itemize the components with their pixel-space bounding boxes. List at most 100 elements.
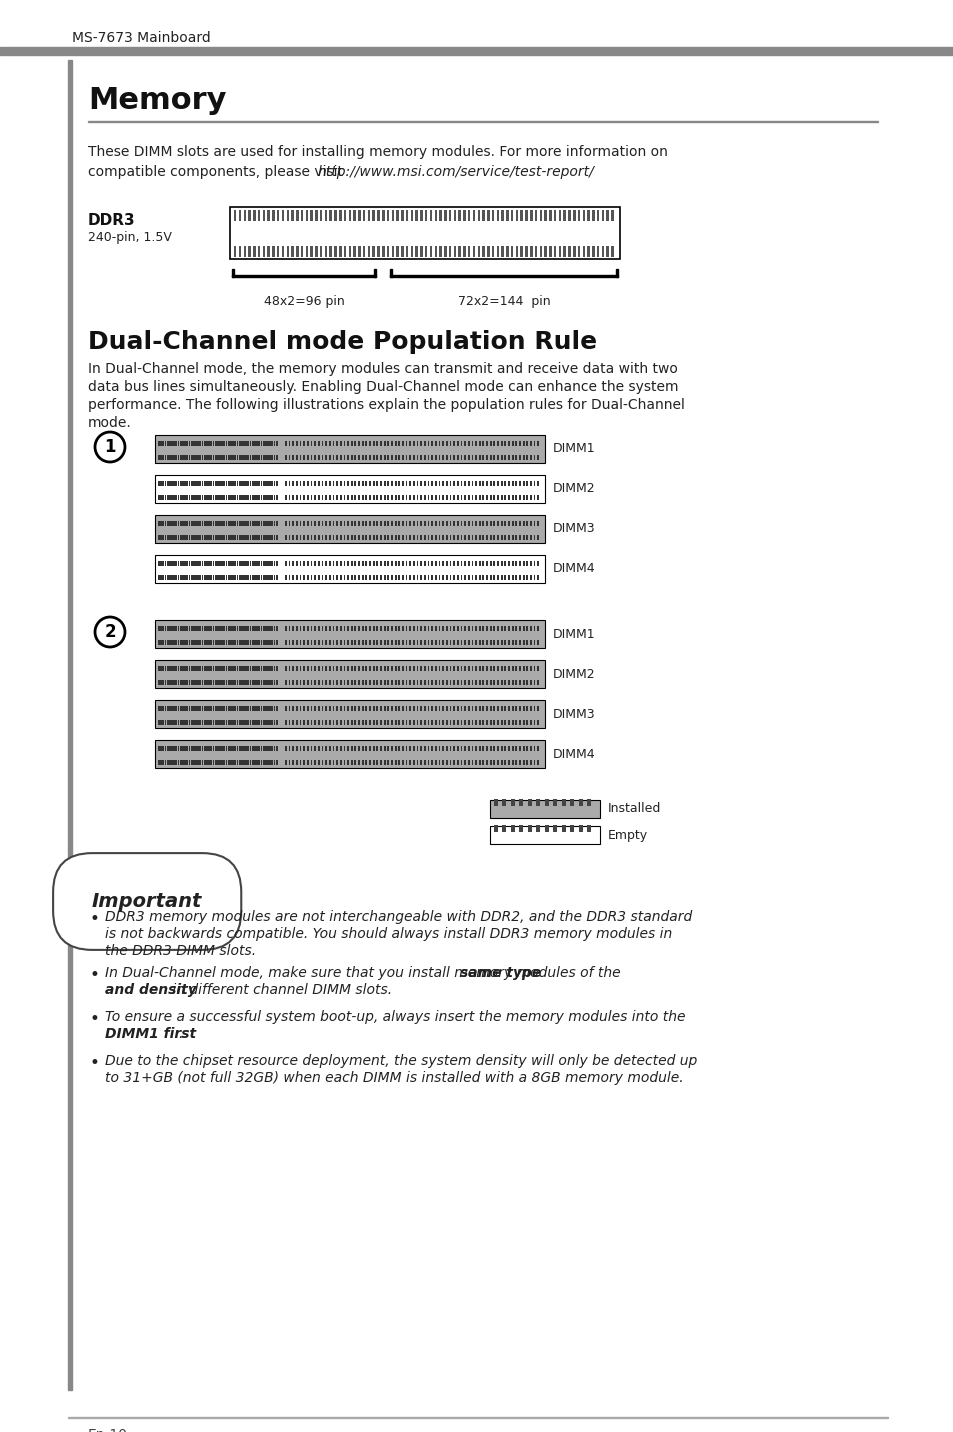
Bar [204,706,206,712]
Bar [179,536,181,540]
Bar [197,746,199,750]
Bar [413,521,415,526]
Bar [515,576,517,580]
Bar [333,521,334,526]
Bar [307,481,309,485]
Bar [526,481,528,485]
Bar [464,680,465,684]
Bar [527,799,532,806]
Bar [167,626,169,632]
Bar [167,576,169,580]
Bar [260,455,262,460]
Bar [199,626,201,632]
Bar [158,455,160,460]
Bar [179,626,181,632]
Bar [311,666,312,672]
Bar [387,626,389,632]
Bar [537,495,538,500]
Bar [405,481,407,485]
Bar [395,246,398,256]
Bar [167,521,169,526]
Bar [226,680,227,684]
Bar [305,211,308,221]
Bar [369,481,371,485]
Text: .: . [178,1027,182,1041]
Bar [365,536,367,540]
Bar [292,760,294,765]
Bar [274,521,275,526]
Bar [339,640,341,644]
Bar [232,626,233,632]
Bar [216,746,218,750]
Bar [438,576,440,580]
Bar [216,720,218,725]
Bar [184,666,186,672]
Bar [467,521,469,526]
Text: 240-pin, 1.5V: 240-pin, 1.5V [88,231,172,243]
Bar [213,455,214,460]
Bar [348,246,351,256]
Bar [292,576,294,580]
Bar [427,441,429,445]
Bar [214,561,216,566]
Bar [317,626,319,632]
Bar [357,495,359,500]
Bar [522,640,524,644]
Bar [285,481,287,485]
Bar [226,455,227,460]
Bar [219,640,221,644]
Bar [295,746,297,750]
Bar [493,640,495,644]
Bar [189,455,191,460]
Bar [343,561,345,566]
Bar [272,760,273,765]
Bar [493,455,495,460]
Bar [197,495,199,500]
Bar [511,561,513,566]
Bar [182,576,184,580]
Bar [236,536,238,540]
Bar [253,746,255,750]
Bar [199,576,201,580]
Bar [175,666,177,672]
Bar [245,666,247,672]
Bar [420,495,421,500]
Bar [467,680,469,684]
Bar [311,746,312,750]
Bar [0,47,953,54]
Bar [549,211,551,221]
Bar [175,640,177,644]
Bar [285,746,287,750]
Bar [219,576,221,580]
Bar [208,576,210,580]
Bar [409,680,411,684]
Bar [409,746,411,750]
Bar [267,680,269,684]
Bar [611,246,613,256]
Bar [256,441,257,445]
Bar [464,640,465,644]
Bar [321,680,323,684]
Bar [335,680,337,684]
Bar [219,746,221,750]
Bar [530,536,531,540]
Bar [253,536,255,540]
Bar [387,706,389,712]
Bar [442,706,443,712]
Bar [518,481,520,485]
Bar [208,746,210,750]
Bar [558,246,560,256]
Bar [390,269,392,276]
Bar [167,680,169,684]
Bar [351,720,353,725]
Bar [213,495,214,500]
Bar [191,706,193,712]
Bar [376,441,377,445]
Bar [274,640,275,644]
Bar [171,455,172,460]
Bar [234,521,236,526]
Bar [314,720,315,725]
Bar [438,561,440,566]
Bar [267,246,270,256]
Bar [537,626,538,632]
